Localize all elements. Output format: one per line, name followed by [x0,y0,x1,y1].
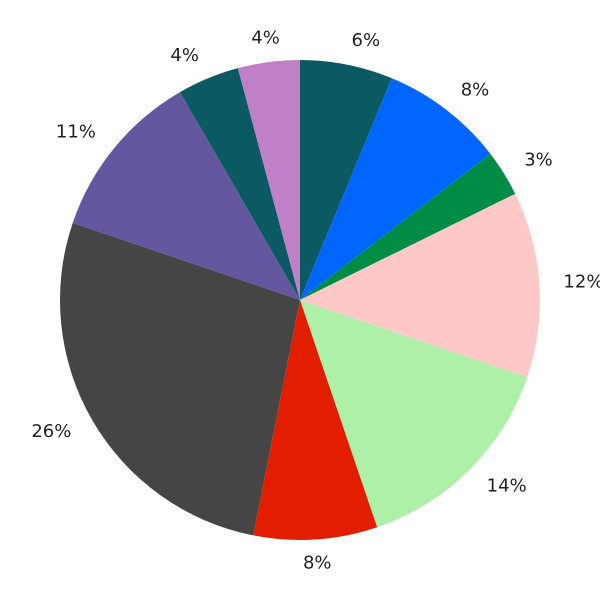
pie-slice [300,153,516,300]
pie-slice [300,60,392,300]
slice-label: 11% [56,122,96,143]
pie-slice [72,92,300,300]
slice-label: 8% [461,80,490,101]
slice-label: 4% [170,45,199,66]
slice-label: 8% [303,552,332,573]
pie-slice [237,60,300,300]
pie-slice [300,78,491,300]
pie-slice [59,222,301,536]
slice-label: 6% [352,30,381,51]
slice-label: 26% [31,421,71,442]
pie-slice [300,300,528,528]
slice-label: 12% [563,272,600,293]
slice-label: 3% [524,150,553,171]
pie-slice [300,193,541,378]
slice-label: 4% [251,27,280,48]
pie-slice [180,68,300,301]
pie-slice [253,300,378,541]
slice-label: 14% [487,476,527,497]
